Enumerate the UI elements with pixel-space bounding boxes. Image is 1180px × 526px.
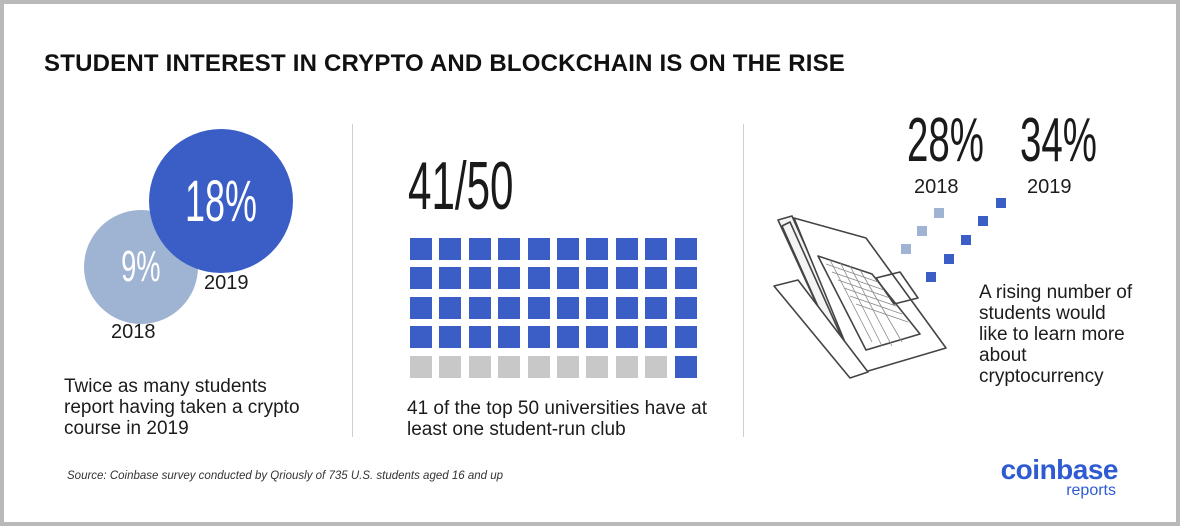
waffle-cell-filled [439,326,462,349]
logo-subtitle: reports [1066,482,1116,499]
rising-square-2018 [934,208,944,218]
waffle-cell-filled [557,238,579,260]
course-caption: Twice as many students report having tak… [64,376,300,439]
waffle-cell-filled [498,296,521,319]
waffle-cell-filled [586,296,609,319]
bubble-2019-label: 2019 [204,272,249,294]
waffle-cell-filled [498,267,521,290]
rising-square-2018 [901,244,911,254]
rising-square-2019 [978,216,988,226]
waffle-cell-filled [527,238,550,260]
logo-wordmark: coinbase [1000,454,1119,485]
waffle-cell-filled [645,326,668,349]
waffle-cell-filled [645,267,668,290]
rising-square-2019 [944,254,954,264]
rising-square-2019 [926,272,936,282]
waffle-cell-filled [674,238,697,260]
laptop-icon [773,215,947,379]
waffle-cell-filled [586,326,609,349]
waffle-cell-filled [439,238,462,260]
waffle-cell-filled [615,326,638,349]
clubs-stat: 41/50 [408,148,514,224]
waffle-cell-empty [439,355,462,378]
learn-2019-value: 34% [1020,106,1097,175]
clubs-caption: 41 of the top 50 universities have at le… [407,398,707,440]
bubble-2019: 18% [149,129,293,273]
waffle-cell-filled [468,238,491,260]
waffle-cell-filled [527,267,550,290]
waffle-cell-filled [674,296,697,319]
source-note: Source: Coinbase survey conducted by Qri… [67,470,503,482]
waffle-cell-filled [410,267,432,290]
waffle-cell-filled [615,238,638,260]
waffle-cell-empty [410,355,432,378]
waffle-cell-filled [410,238,432,260]
infographic-title: STUDENT INTEREST IN CRYPTO AND BLOCKCHAI… [44,50,846,77]
waffle-cell-filled [439,267,462,290]
waffle-cell-filled [674,326,697,349]
waffle-cell-filled [674,267,697,290]
waffle-cell-filled [468,326,491,349]
divider-left [352,124,353,437]
learn-caption: A rising number of students would like t… [979,282,1133,387]
waffle-cell-filled [527,296,550,319]
waffle-cell-filled [498,238,521,260]
rising-square-2018 [917,226,927,236]
waffle-cell-empty [498,355,521,378]
waffle-cell-filled [410,326,432,349]
waffle-cell-filled [468,267,491,290]
waffle-cell-filled [557,296,579,319]
waffle-cell-empty [615,355,638,378]
waffle-cell-empty [527,355,550,378]
clubs-waffle-chart [410,238,702,378]
waffle-cell-filled [498,326,521,349]
rising-square-2019 [961,235,971,245]
waffle-cell-filled [586,267,609,290]
waffle-cell-filled [557,267,579,290]
waffle-cell-filled [527,326,550,349]
waffle-cell-filled [645,238,668,260]
waffle-cell-filled [674,355,697,378]
rising-square-2019 [996,198,1006,208]
waffle-cell-filled [468,296,491,319]
divider-right [743,124,744,437]
waffle-cell-empty [645,355,668,378]
coinbase-reports-logo: coinbase reports [988,454,1119,502]
learn-2018-label: 2018 [914,176,959,198]
waffle-cell-filled [645,296,668,319]
bubble-2018-label: 2018 [111,321,156,343]
waffle-cell-filled [557,326,579,349]
waffle-cell-empty [586,355,609,378]
waffle-cell-empty [557,355,579,378]
waffle-cell-filled [410,296,432,319]
waffle-cell-filled [439,296,462,319]
waffle-cell-filled [615,296,638,319]
waffle-cell-empty [468,355,491,378]
learn-2018-value: 28% [907,106,984,175]
waffle-cell-filled [615,267,638,290]
learn-2019-label: 2019 [1027,176,1072,198]
bubble-2018-value: 9% [121,242,161,291]
bubble-2019-value: 18% [185,168,257,234]
waffle-cell-filled [586,238,609,260]
